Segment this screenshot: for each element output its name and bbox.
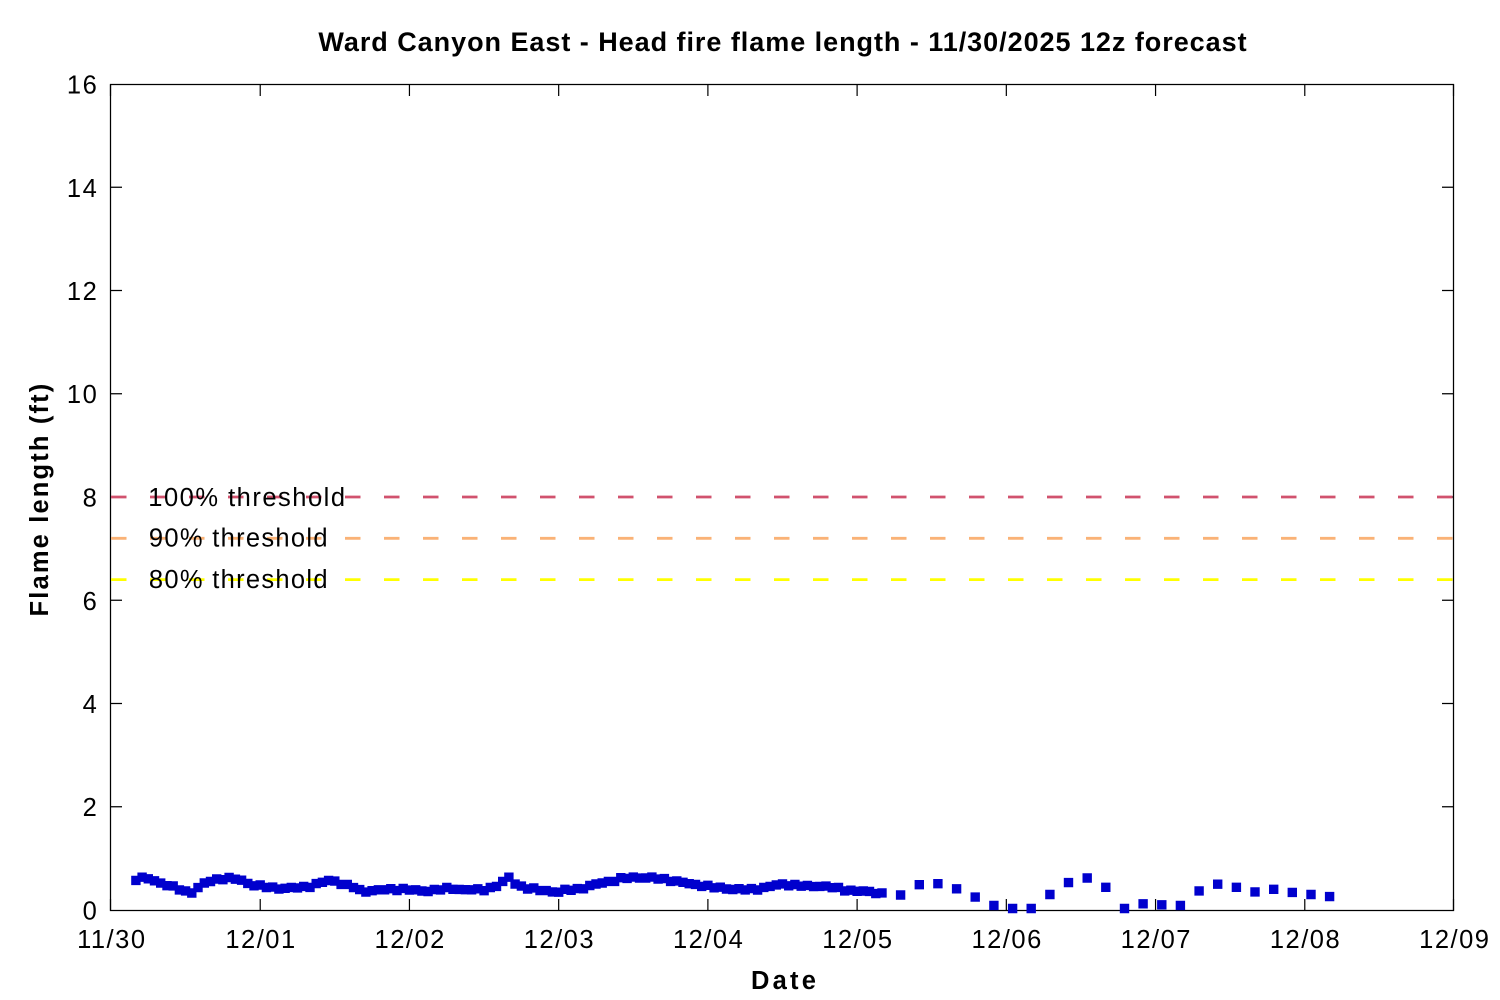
svg-text:6: 6 bbox=[83, 588, 99, 616]
svg-text:0: 0 bbox=[83, 898, 99, 926]
svg-text:Flame length (ft): Flame length (ft) bbox=[26, 382, 54, 617]
svg-text:12/09: 12/09 bbox=[1419, 926, 1490, 954]
svg-text:10: 10 bbox=[67, 381, 98, 409]
svg-text:12/04: 12/04 bbox=[673, 926, 744, 954]
svg-text:12/06: 12/06 bbox=[971, 926, 1042, 954]
svg-text:90% threshold: 90% threshold bbox=[149, 525, 329, 553]
svg-text:16: 16 bbox=[67, 72, 98, 100]
svg-text:80% threshold: 80% threshold bbox=[149, 566, 329, 594]
svg-text:12/07: 12/07 bbox=[1121, 926, 1192, 954]
svg-text:12/05: 12/05 bbox=[822, 926, 893, 954]
svg-text:12/08: 12/08 bbox=[1270, 926, 1341, 954]
svg-text:Date: Date bbox=[751, 967, 819, 995]
svg-text:Ward Canyon East - Head fire f: Ward Canyon East - Head fire flame lengt… bbox=[318, 27, 1247, 57]
svg-text:11/30: 11/30 bbox=[77, 926, 146, 954]
svg-text:14: 14 bbox=[67, 175, 98, 203]
svg-text:12: 12 bbox=[67, 278, 98, 306]
svg-text:12/03: 12/03 bbox=[524, 926, 595, 954]
svg-text:100% threshold: 100% threshold bbox=[148, 484, 346, 512]
svg-text:12/01: 12/01 bbox=[225, 926, 296, 954]
svg-text:12/02: 12/02 bbox=[375, 926, 446, 954]
svg-text:4: 4 bbox=[83, 691, 99, 719]
svg-text:2: 2 bbox=[83, 794, 99, 822]
svg-text:8: 8 bbox=[83, 485, 99, 513]
